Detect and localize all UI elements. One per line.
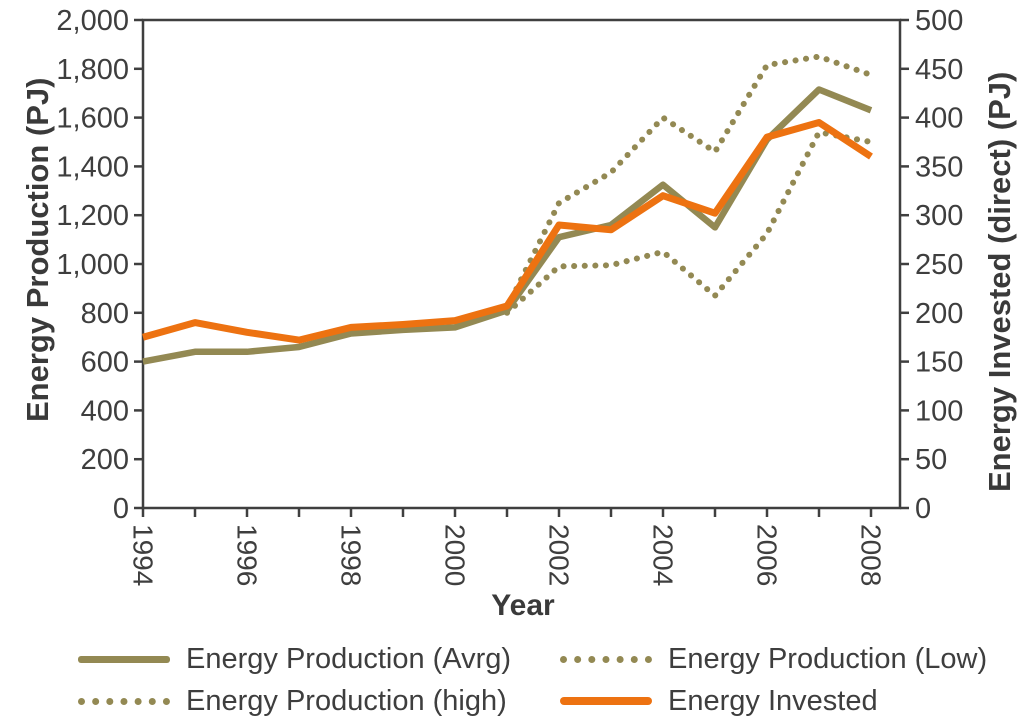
y-left-tick-label: 1,200 bbox=[56, 200, 129, 232]
y-right-tick-label: 50 bbox=[915, 444, 947, 476]
y-left-tick-label: 800 bbox=[81, 298, 129, 330]
series-line-3-energy-invested bbox=[142, 119, 873, 344]
legend-item-energy-production-low-: Energy Production (Low) bbox=[560, 641, 987, 677]
x-tick-label: 1996 bbox=[232, 524, 263, 586]
x-tick-label: 2002 bbox=[544, 524, 575, 586]
y-right-tick-label: 0 bbox=[915, 493, 931, 525]
legend-label: Energy Production (Low) bbox=[668, 642, 988, 675]
legend-item-energy-invested: Energy Invested bbox=[560, 683, 878, 717]
legend-swatch-dotted-olive bbox=[78, 697, 170, 705]
x-tick-label: 2008 bbox=[856, 524, 887, 586]
chart-legend: Energy Production (Avrg) Energy Productio… bbox=[0, 633, 1024, 717]
y-right-tick-label: 350 bbox=[915, 151, 963, 183]
y-left-tick-label: 1,600 bbox=[56, 103, 129, 135]
x-tick-label: 1994 bbox=[128, 524, 159, 586]
legend-label: Energy Invested bbox=[668, 684, 878, 717]
y-right-tick-label: 450 bbox=[915, 54, 963, 86]
x-tick-label: 2004 bbox=[648, 524, 679, 586]
y-right-tick-label: 200 bbox=[915, 298, 963, 330]
x-tick-label: 2006 bbox=[752, 524, 783, 586]
series-line-1-energy-production-high- bbox=[504, 53, 874, 311]
y-right-tick-label: 400 bbox=[915, 103, 963, 135]
legend-label: Energy Production (high) bbox=[186, 684, 507, 717]
x-tick-label: 2000 bbox=[440, 524, 471, 586]
series-line-2-energy-production-low- bbox=[504, 129, 874, 316]
y-right-tick-label: 500 bbox=[915, 5, 963, 37]
legend-swatch-solid-orange bbox=[560, 697, 652, 705]
legend-item-energy-production-high-: Energy Production (high) bbox=[78, 683, 507, 717]
legend-swatch-dotted-olive bbox=[560, 655, 652, 663]
y-left-tick-label: 600 bbox=[81, 347, 129, 379]
y-axis-right-title: Energy Invested (direct) (PJ) bbox=[982, 71, 1017, 492]
y-left-tick-label: 400 bbox=[81, 395, 129, 427]
legend-swatch-solid-olive bbox=[78, 655, 170, 663]
series-line-0-energy-production-avrg- bbox=[142, 86, 873, 365]
y-right-tick-label: 250 bbox=[915, 249, 963, 281]
y-left-tick-label: 1,000 bbox=[56, 249, 129, 281]
y-left-tick-label: 2,000 bbox=[56, 5, 129, 37]
y-right-tick-label: 100 bbox=[915, 395, 963, 427]
y-left-tick-label: 0 bbox=[113, 493, 129, 525]
y-axis-left-title: Energy Production (PJ) bbox=[20, 77, 55, 422]
y-right-tick-label: 150 bbox=[915, 347, 963, 379]
x-tick-label: 1998 bbox=[336, 524, 367, 586]
legend-label: Energy Production (Avrg) bbox=[186, 642, 512, 675]
legend-item-energy-production-avrg-: Energy Production (Avrg) bbox=[78, 641, 511, 677]
y-left-tick-label: 200 bbox=[81, 444, 129, 476]
y-left-tick-label: 1,400 bbox=[56, 151, 129, 183]
x-axis-title: Year bbox=[491, 589, 555, 622]
plot-frame bbox=[141, 18, 902, 510]
y-right-tick-label: 300 bbox=[915, 200, 963, 232]
y-left-tick-label: 1,800 bbox=[56, 54, 129, 86]
